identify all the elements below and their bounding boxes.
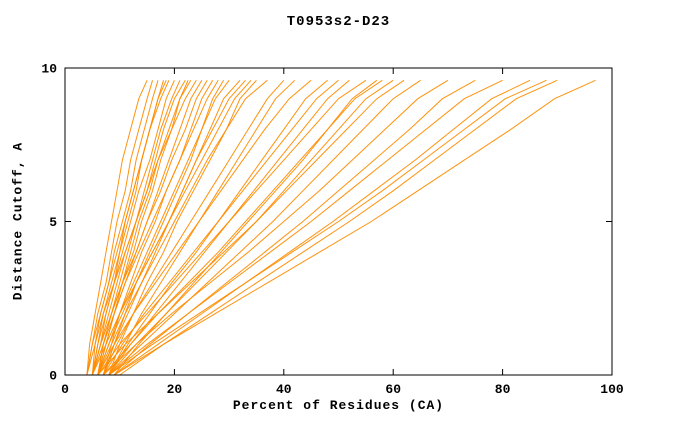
chart-title: T0953s2-D23	[286, 14, 391, 30]
x-tick-label: 100	[600, 382, 624, 397]
curve	[113, 79, 596, 376]
curve	[102, 79, 449, 376]
curve	[113, 79, 378, 376]
curve	[86, 80, 197, 376]
x-tick-label: 40	[276, 382, 292, 397]
x-tick-label: 0	[61, 382, 69, 397]
y-tick-label: 0	[49, 369, 57, 384]
curve	[91, 79, 252, 376]
x-tick-label: 80	[495, 382, 511, 397]
y-axis-label: Distance Cutoff, A	[10, 141, 26, 301]
curve	[97, 80, 230, 376]
curve	[97, 79, 312, 376]
curve	[119, 79, 558, 376]
y-tick-label: 5	[49, 215, 57, 230]
curve	[102, 79, 285, 376]
curve	[102, 79, 383, 376]
curve	[108, 79, 421, 376]
curve	[86, 80, 170, 376]
curve	[91, 80, 167, 376]
curve	[97, 79, 405, 376]
curve	[86, 80, 148, 376]
y-tick-label: 10	[41, 62, 57, 77]
curve	[91, 80, 159, 376]
x-axis-label: Percent of Residues (CA)	[232, 398, 445, 413]
curve	[86, 80, 153, 376]
curve	[108, 79, 257, 376]
curve	[97, 79, 268, 376]
curve	[91, 80, 219, 376]
x-tick-label: 20	[167, 382, 183, 397]
curve	[97, 79, 367, 376]
x-tick-label: 60	[385, 382, 401, 397]
curve	[108, 79, 547, 376]
curve	[91, 80, 208, 376]
curve	[108, 79, 503, 376]
curve	[102, 79, 339, 376]
curve	[102, 80, 214, 376]
curve	[97, 80, 192, 376]
curve	[91, 80, 175, 376]
curve	[102, 80, 225, 376]
curve	[113, 79, 476, 376]
curve	[113, 79, 531, 376]
